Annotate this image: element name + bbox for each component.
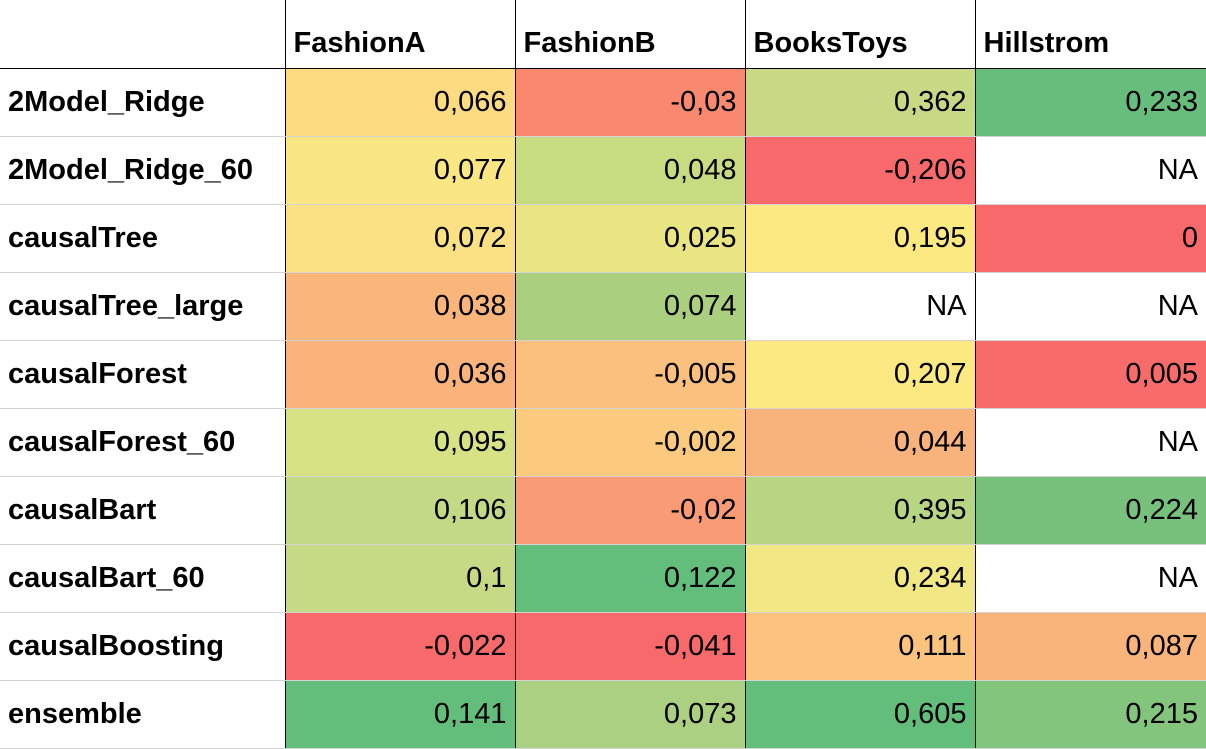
value-cell[interactable]: 0 [974, 204, 1206, 273]
value-cell[interactable]: 0,362 [744, 68, 975, 137]
value-cell[interactable]: NA [974, 544, 1206, 613]
value-cell[interactable]: 0,038 [284, 272, 515, 341]
value-cell[interactable]: -0,005 [514, 340, 745, 409]
value-cell[interactable]: 0,234 [744, 544, 975, 613]
row-label[interactable]: causalForest [0, 340, 285, 409]
value-cell[interactable]: -0,206 [744, 136, 975, 205]
table-row: causalTree 0,072 0,025 0,195 0 [0, 204, 1206, 273]
value-cell[interactable]: -0,002 [514, 408, 745, 477]
value-cell[interactable]: 0,087 [974, 612, 1206, 681]
row-label[interactable]: causalTree [0, 204, 285, 273]
value-cell[interactable]: 0,048 [514, 136, 745, 205]
value-cell[interactable]: 0,233 [974, 68, 1206, 137]
value-cell[interactable]: -0,02 [514, 476, 745, 545]
value-cell[interactable]: 0,195 [744, 204, 975, 273]
value-cell[interactable]: NA [744, 272, 975, 341]
value-cell[interactable]: NA [974, 272, 1206, 341]
value-cell[interactable]: 0,207 [744, 340, 975, 409]
value-cell[interactable]: 0,111 [744, 612, 975, 681]
value-cell[interactable]: 0,106 [284, 476, 515, 545]
value-cell[interactable]: 0,395 [744, 476, 975, 545]
value-cell[interactable]: NA [974, 136, 1206, 205]
value-cell[interactable]: 0,044 [744, 408, 975, 477]
table-row: 2Model_Ridge_60 0,077 0,048 -0,206 NA [0, 136, 1206, 205]
table-row: causalBart 0,106 -0,02 0,395 0,224 [0, 476, 1206, 545]
value-cell[interactable]: 0,605 [744, 680, 975, 749]
value-cell[interactable]: 0,025 [514, 204, 745, 273]
value-cell[interactable]: -0,041 [514, 612, 745, 681]
table-row: 2Model_Ridge 0,066 -0,03 0,362 0,233 [0, 68, 1206, 137]
value-cell[interactable]: 0,077 [284, 136, 515, 205]
table-row: causalForest_60 0,095 -0,002 0,044 NA [0, 408, 1206, 477]
header-row: FashionA FashionB BooksToys Hillstrom [0, 0, 1206, 69]
value-cell[interactable]: 0,224 [974, 476, 1206, 545]
value-cell[interactable]: 0,073 [514, 680, 745, 749]
value-cell[interactable]: 0,066 [284, 68, 515, 137]
value-cell[interactable]: 0,141 [284, 680, 515, 749]
value-cell[interactable]: -0,03 [514, 68, 745, 137]
row-label[interactable]: causalForest_60 [0, 408, 285, 477]
row-label[interactable]: causalBart [0, 476, 285, 545]
value-cell[interactable]: 0,215 [974, 680, 1206, 749]
row-label[interactable]: 2Model_Ridge [0, 68, 285, 137]
column-header[interactable]: BooksToys [744, 0, 975, 69]
row-label[interactable]: causalBoosting [0, 612, 285, 681]
value-cell[interactable]: 0,122 [514, 544, 745, 613]
value-cell[interactable]: 0,095 [284, 408, 515, 477]
column-header[interactable]: Hillstrom [974, 0, 1206, 69]
column-header[interactable]: FashionA [284, 0, 515, 69]
value-cell[interactable]: 0,005 [974, 340, 1206, 409]
table-row: causalBoosting -0,022 -0,041 0,111 0,087 [0, 612, 1206, 681]
row-label[interactable]: 2Model_Ridge_60 [0, 136, 285, 205]
value-cell[interactable]: NA [974, 408, 1206, 477]
value-cell[interactable]: 0,1 [284, 544, 515, 613]
table-row: ensemble 0,141 0,073 0,605 0,215 [0, 680, 1206, 749]
table-row: causalBart_60 0,1 0,122 0,234 NA [0, 544, 1206, 613]
row-label[interactable]: ensemble [0, 680, 285, 749]
value-cell[interactable]: -0,022 [284, 612, 515, 681]
value-cell[interactable]: 0,074 [514, 272, 745, 341]
table-row: causalTree_large 0,038 0,074 NA NA [0, 272, 1206, 341]
row-label[interactable]: causalBart_60 [0, 544, 285, 613]
value-cell[interactable]: 0,072 [284, 204, 515, 273]
value-cell[interactable]: 0,036 [284, 340, 515, 409]
table-row: causalForest 0,036 -0,005 0,207 0,005 [0, 340, 1206, 409]
corner-cell[interactable] [0, 0, 285, 69]
column-header[interactable]: FashionB [514, 0, 745, 69]
row-label[interactable]: causalTree_large [0, 272, 285, 341]
